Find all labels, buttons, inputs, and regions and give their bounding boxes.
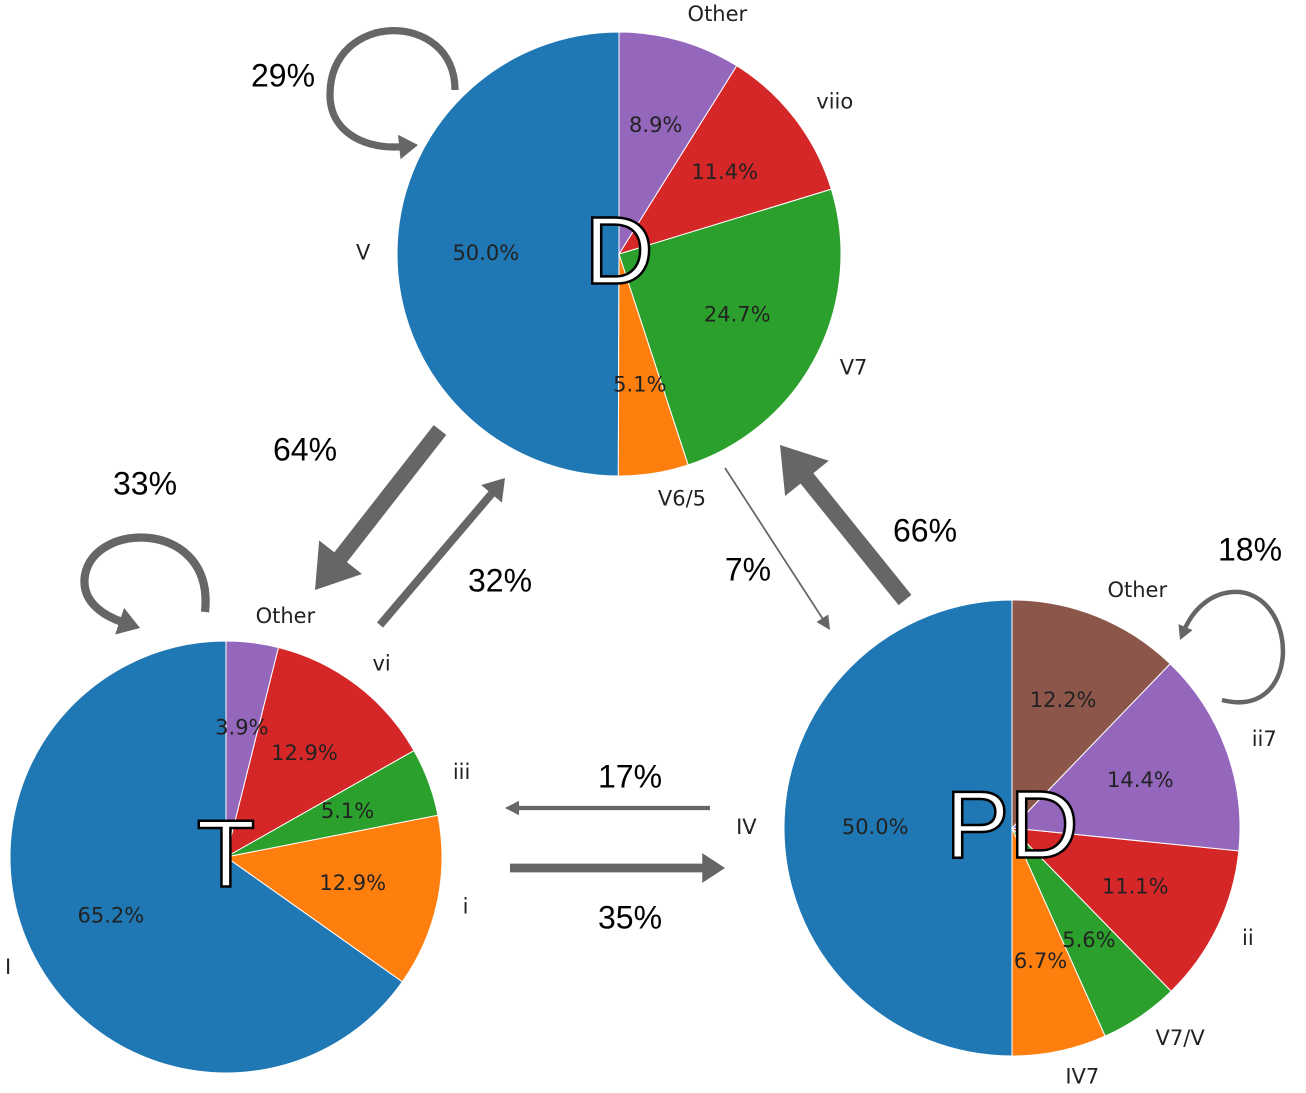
category-label: i bbox=[463, 895, 469, 919]
category-label: V bbox=[356, 241, 371, 265]
transition-arrow bbox=[329, 425, 447, 569]
transition-label: 18% bbox=[1218, 531, 1282, 567]
percent-label: 50.0% bbox=[842, 815, 909, 839]
transition-label: 66% bbox=[893, 512, 957, 548]
pie-slice bbox=[1010, 663, 1241, 852]
pie-center-label: D bbox=[584, 197, 653, 304]
percent-label: 5.1% bbox=[321, 799, 374, 823]
percent-label: 14.4% bbox=[1107, 768, 1174, 792]
percent-label: 3.9% bbox=[215, 715, 268, 739]
arrow-head bbox=[397, 134, 418, 160]
category-label: I bbox=[5, 955, 11, 979]
category-label: ii bbox=[1242, 926, 1254, 950]
category-label: Other bbox=[256, 604, 316, 628]
transition-arrow bbox=[376, 488, 498, 628]
category-label: V6/5 bbox=[658, 487, 706, 511]
pie-center-label: T bbox=[197, 800, 256, 907]
arrow-head bbox=[1178, 624, 1193, 640]
category-label: ii7 bbox=[1252, 727, 1277, 751]
category-label: V7/V bbox=[1156, 1026, 1206, 1050]
percent-label: 5.1% bbox=[613, 373, 666, 397]
arrow-head bbox=[115, 607, 140, 635]
category-label: IV bbox=[736, 815, 757, 839]
pie-slice bbox=[225, 646, 415, 859]
arrow-head bbox=[780, 445, 829, 497]
transition-arrow bbox=[80, 533, 210, 627]
transition-label: 29% bbox=[251, 57, 315, 93]
transition-label: 32% bbox=[468, 562, 532, 598]
pie-slice bbox=[618, 188, 842, 466]
pie-slice bbox=[225, 640, 280, 858]
percent-label: 8.9% bbox=[629, 113, 682, 137]
pie-slice bbox=[618, 31, 738, 256]
arrow-head bbox=[481, 478, 505, 503]
percent-label: 65.2% bbox=[78, 904, 145, 928]
category-label: Other bbox=[688, 2, 748, 26]
category-label: iii bbox=[453, 760, 471, 784]
pie-center-label: PD bbox=[945, 771, 1078, 878]
transition-arrow bbox=[1182, 589, 1286, 705]
category-label: vi bbox=[372, 651, 390, 675]
pie-slice bbox=[1010, 827, 1240, 992]
transition-label: 7% bbox=[725, 551, 771, 587]
pie-slice bbox=[396, 31, 620, 477]
percent-label: 12.9% bbox=[271, 741, 338, 765]
transition-label: 17% bbox=[598, 758, 662, 794]
category-label: Other bbox=[1107, 578, 1167, 602]
percent-label: 6.7% bbox=[1014, 949, 1067, 973]
percent-label: 12.9% bbox=[319, 871, 386, 895]
percent-label: 50.0% bbox=[452, 241, 519, 265]
arrow-head bbox=[505, 800, 519, 816]
pie-slice bbox=[617, 65, 832, 255]
category-label: V7 bbox=[840, 356, 868, 380]
percent-label: 5.6% bbox=[1062, 928, 1115, 952]
arrow-head bbox=[315, 540, 363, 590]
percent-label: 12.2% bbox=[1030, 688, 1097, 712]
transition-arrow bbox=[724, 467, 825, 622]
percent-label: 11.4% bbox=[691, 160, 758, 184]
transition-label: 33% bbox=[113, 465, 177, 501]
arrow-head bbox=[816, 614, 830, 630]
category-label: viio bbox=[816, 90, 853, 114]
transition-arrow bbox=[326, 27, 459, 151]
arrow-head bbox=[702, 853, 725, 883]
transition-label: 64% bbox=[273, 431, 337, 467]
pie-slice bbox=[9, 640, 404, 1074]
transition-label: 35% bbox=[598, 899, 662, 935]
pie-slice bbox=[224, 814, 443, 983]
percent-label: 24.7% bbox=[704, 302, 771, 326]
transition-arrow bbox=[795, 466, 912, 606]
category-label: IV7 bbox=[1065, 1065, 1099, 1089]
pie-slice bbox=[1011, 599, 1171, 830]
pie-slice bbox=[783, 599, 1013, 1057]
percent-label: 11.1% bbox=[1102, 874, 1169, 898]
